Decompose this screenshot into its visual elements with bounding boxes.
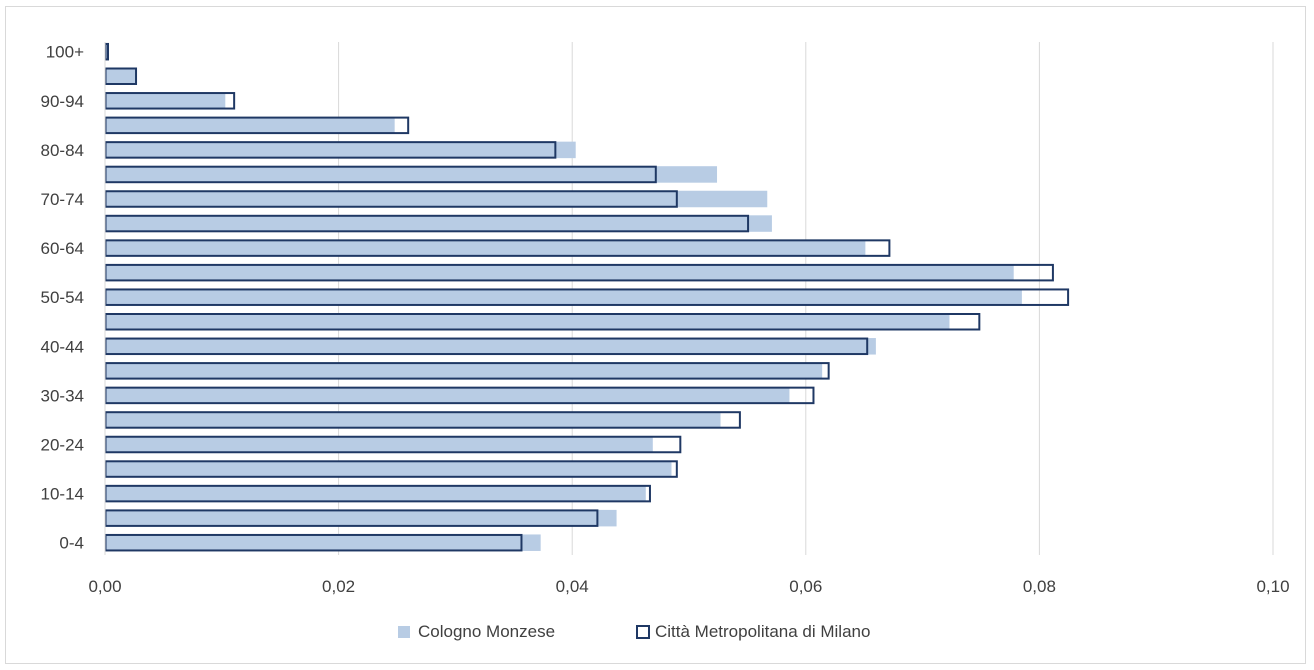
y-tick-label: 90-94: [41, 92, 84, 111]
chart-frame: [5, 6, 1306, 664]
y-tick-label: 60-64: [41, 239, 84, 258]
bar-cologno-monzese: [105, 166, 718, 183]
bar-cologno-monzese: [105, 313, 950, 330]
legend-swatch-cologno-monzese: [398, 626, 410, 638]
x-tick-label: 0,04: [556, 577, 589, 596]
bar-cologno-monzese: [105, 239, 866, 257]
x-tick-label: 0,02: [322, 577, 355, 596]
y-tick-label: 0-4: [59, 534, 84, 553]
bar-cologno-monzese: [105, 387, 790, 404]
bar-cologno-monzese: [105, 68, 136, 85]
y-tick-label: 70-74: [41, 190, 84, 209]
bar-cologno-monzese: [105, 411, 721, 429]
bar-cologno-monzese: [105, 288, 1022, 306]
bar-cologno-monzese: [105, 92, 226, 110]
legend-swatch-citta-metropolitana: [636, 625, 650, 639]
bar-cologno-monzese: [105, 534, 541, 551]
x-tick-label: 0,08: [1023, 577, 1056, 596]
y-tick-label: 80-84: [41, 141, 84, 160]
x-tick-label: 0,00: [88, 577, 121, 596]
bar-cologno-monzese: [105, 460, 672, 478]
bar-cologno-monzese: [105, 338, 876, 355]
x-tick-label: 0,10: [1256, 577, 1289, 596]
bar-cologno-monzese: [105, 485, 646, 502]
bar-cologno-monzese: [105, 509, 617, 527]
bar-cologno-monzese: [105, 215, 772, 232]
y-tick-label: 20-24: [41, 436, 84, 455]
x-tick-label: 0,06: [789, 577, 822, 596]
y-tick-label: 40-44: [41, 337, 84, 356]
y-tick-label: 100+: [46, 43, 84, 62]
y-tick-label: 10-14: [41, 485, 84, 504]
y-tick-label: 30-34: [41, 386, 84, 405]
bar-cologno-monzese: [105, 141, 576, 159]
bar-cologno-monzese: [105, 264, 1014, 281]
bar-cologno-monzese: [105, 117, 395, 134]
bar-cologno-monzese: [105, 436, 653, 453]
legend-label-cologno-monzese: Cologno Monzese: [418, 622, 555, 641]
bar-cologno-monzese: [105, 190, 768, 208]
legend-label-citta-metropolitana: Città Metropolitana di Milano: [655, 622, 870, 641]
y-tick-label: 50-54: [41, 288, 84, 307]
bar-cologno-monzese: [105, 362, 823, 380]
